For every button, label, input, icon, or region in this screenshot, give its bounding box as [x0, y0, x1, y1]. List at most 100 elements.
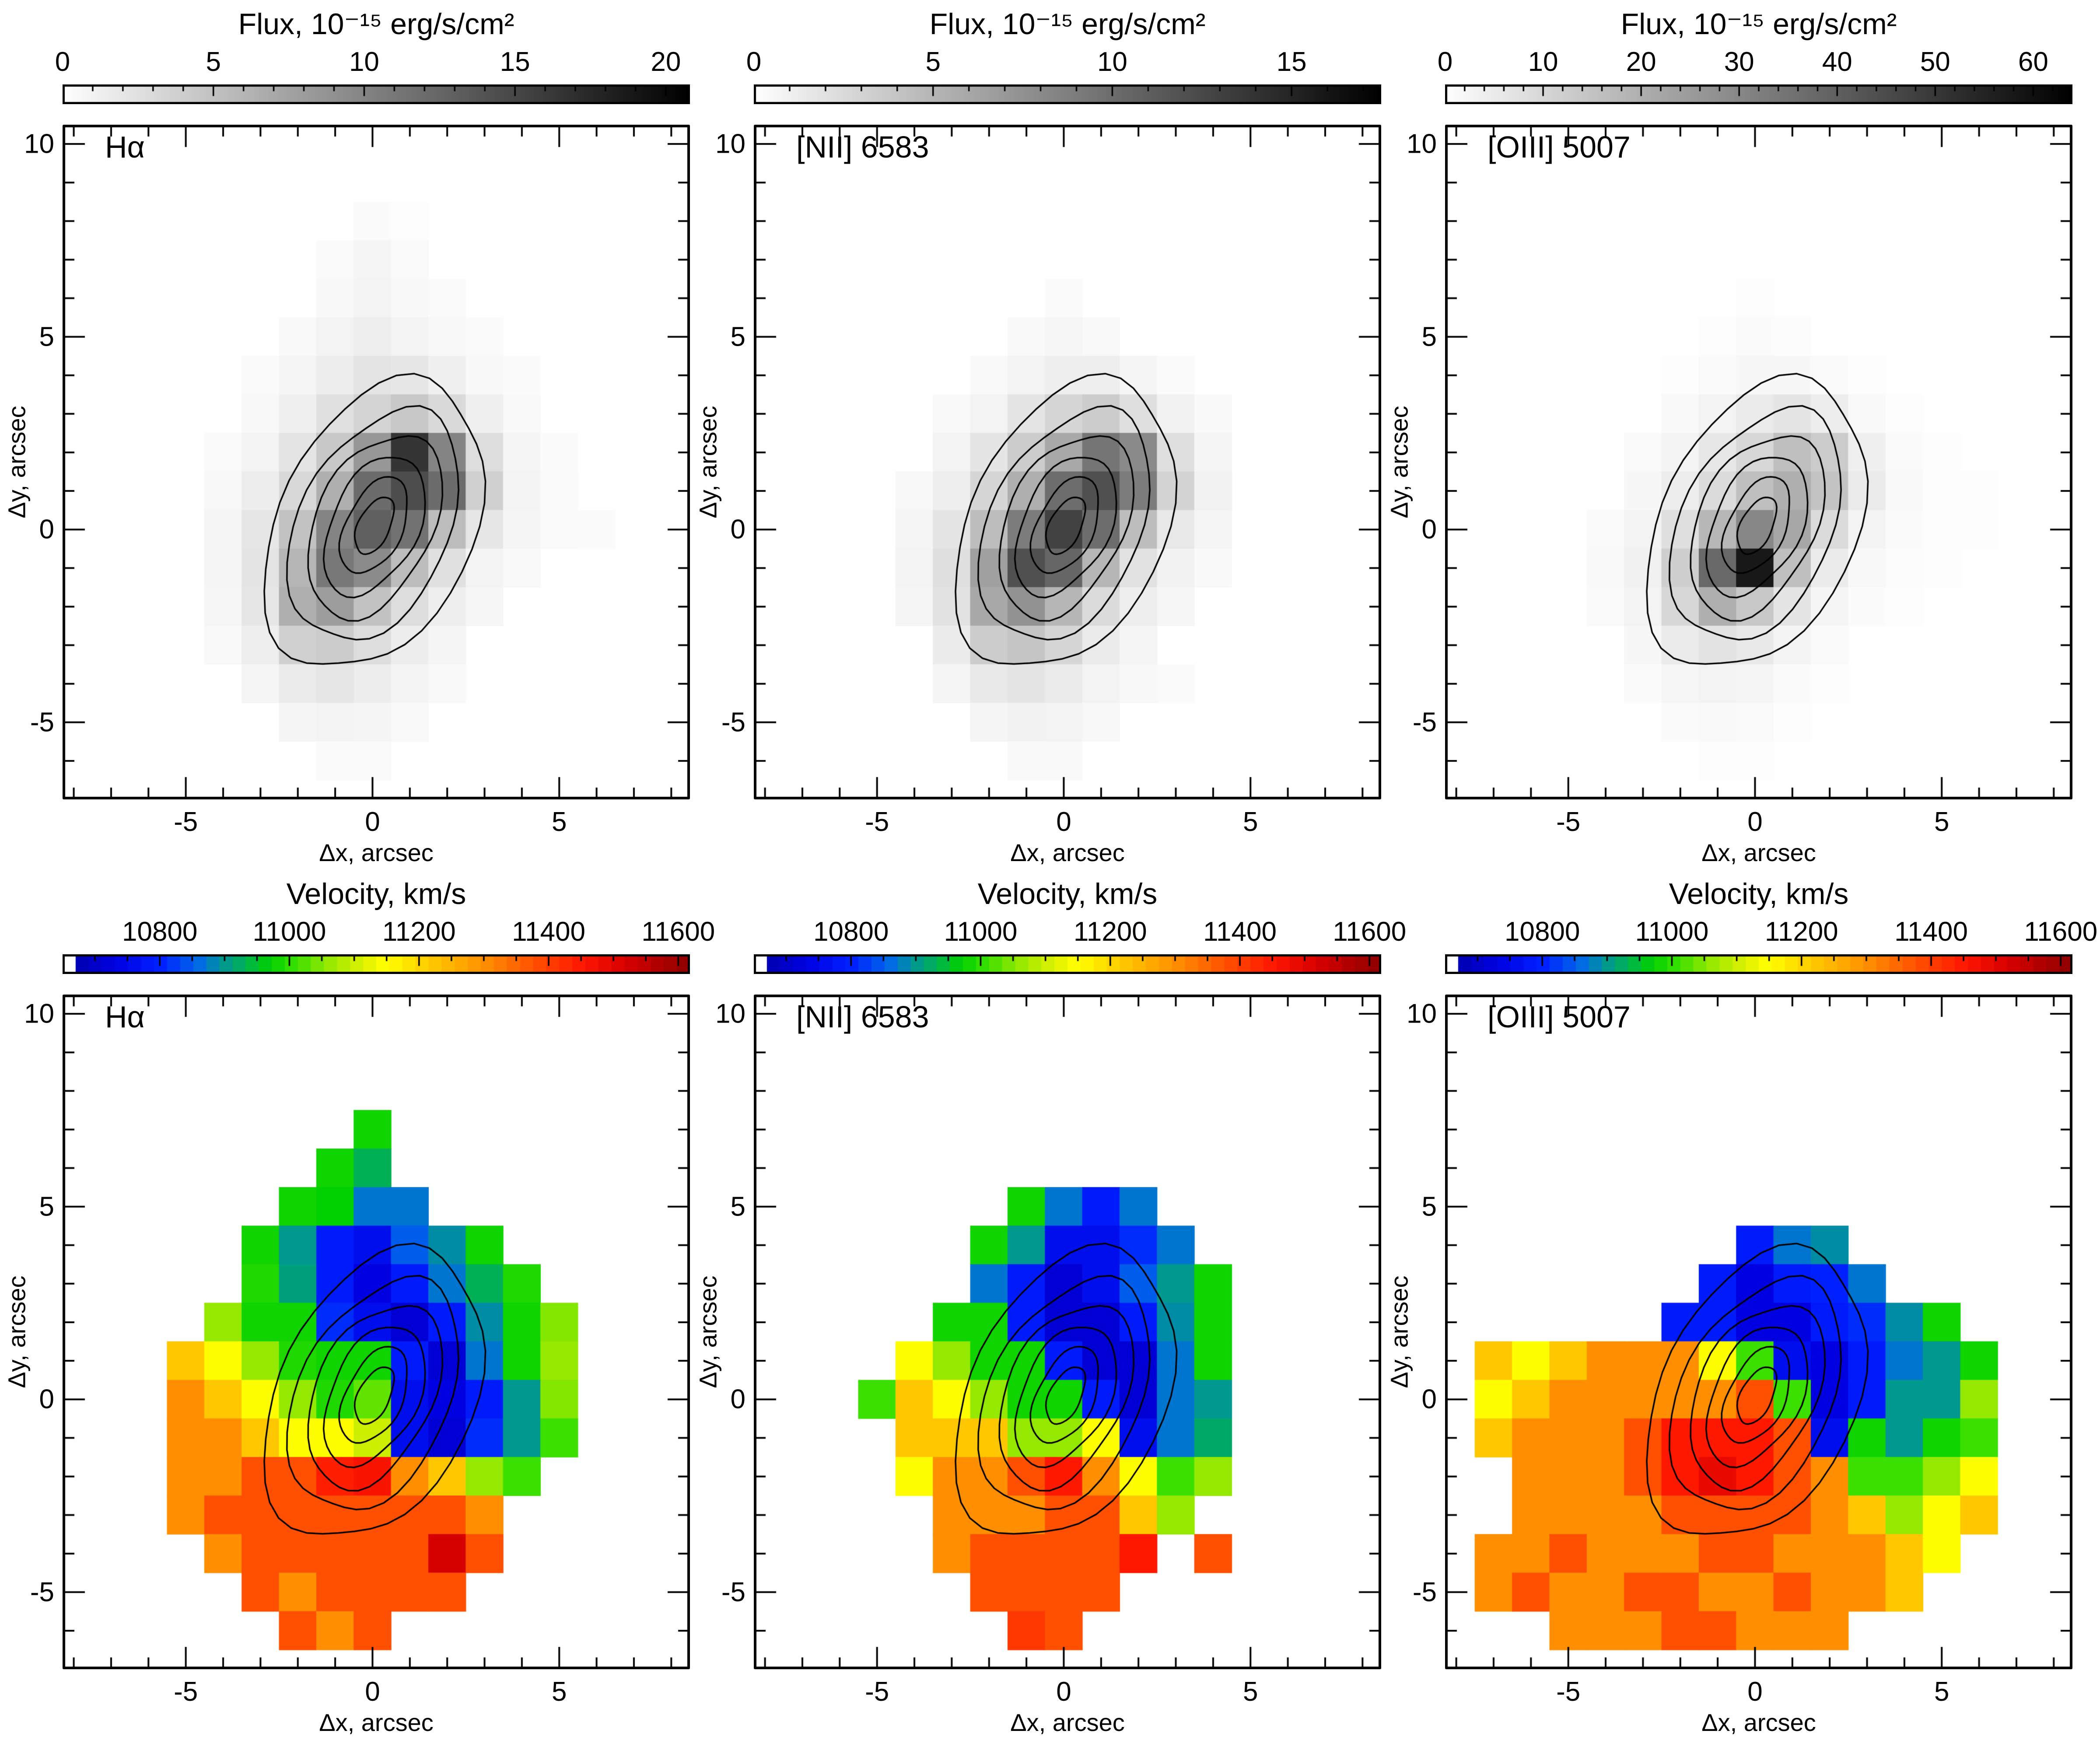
tick-label: 11200 [382, 917, 456, 947]
tick-label: 5 [730, 322, 746, 352]
tick-label: 50 [1920, 47, 1950, 77]
tick-label: -5 [1556, 1677, 1581, 1707]
tick-label: 0 [365, 807, 380, 837]
tick-label: 10 [349, 47, 379, 77]
tick-label: 0 [1747, 807, 1763, 837]
tick-label: 11600 [641, 917, 715, 947]
colorbar [754, 84, 1381, 104]
tick-label: 10 [1097, 47, 1127, 77]
tick-label: 0 [39, 514, 54, 545]
panel-nii-flux: Flux, 10⁻¹⁵ erg/s/cm² 0 5 10 15 [NII] 6583 … [691, 0, 1409, 871]
flux-map-canvas [754, 125, 1381, 799]
tick-label: 5 [39, 1191, 54, 1222]
tick-label: 10800 [122, 917, 198, 947]
tick-label: 11400 [1203, 917, 1277, 947]
tick-label: -5 [1556, 807, 1581, 837]
colorbar [63, 84, 690, 104]
y-tick-labels: -5 0 5 10 [1382, 125, 1437, 799]
tick-label: -5 [174, 1677, 198, 1707]
tick-label: 10 [715, 998, 746, 1029]
y-tick-labels: -5 0 5 10 [0, 125, 54, 799]
y-axis-label: Δy, arcsec [3, 406, 31, 518]
colorbar [1445, 954, 2072, 974]
tick-label: 11000 [1635, 917, 1709, 947]
tick-label: 11000 [252, 917, 326, 947]
tick-label: 40 [1822, 47, 1852, 77]
tick-label: 5 [925, 47, 941, 77]
tick-label: -5 [174, 807, 198, 837]
tick-label: 20 [1626, 47, 1656, 77]
x-tick-labels: -5 0 5 [1445, 806, 2072, 837]
panel-oiii-velocity: Velocity, km/s 10800 11000 11200 11400 11600… [1382, 870, 2100, 1741]
tick-label: 60 [2018, 47, 2048, 77]
x-axis-label: Δx, arcsec [1010, 1709, 1125, 1736]
tick-label: -5 [865, 807, 889, 837]
x-axis-label: Δx, arcsec [1701, 1709, 1816, 1736]
panel-label: [NII] 6583 [796, 130, 929, 164]
tick-label: 11200 [1073, 917, 1147, 947]
tick-label: 5 [552, 807, 567, 837]
tick-label: 10 [24, 129, 54, 159]
tick-label: -5 [1412, 707, 1437, 738]
panel-label: [OIII] 5007 [1488, 130, 1631, 164]
tick-label: 30 [1724, 47, 1754, 77]
flux-map-canvas [1445, 125, 2072, 799]
tick-label: 11600 [1333, 917, 1407, 947]
tick-label: 5 [1243, 807, 1258, 837]
y-tick-labels: -5 0 5 10 [0, 995, 54, 1669]
x-tick-labels: -5 0 5 [754, 1676, 1381, 1707]
panel-label: Hα [105, 1000, 145, 1034]
y-tick-labels: -5 0 5 10 [1382, 995, 1437, 1669]
y-tick-labels: -5 0 5 10 [691, 125, 746, 799]
x-tick-labels: -5 0 5 [754, 806, 1381, 837]
tick-label: 5 [1421, 1191, 1437, 1222]
tick-label: 20 [651, 47, 681, 77]
tick-label: 0 [730, 1384, 746, 1415]
x-axis-label: Δx, arcsec [1010, 839, 1125, 866]
tick-label: 0 [1421, 1384, 1437, 1415]
tick-label: -5 [721, 707, 746, 738]
tick-label: 0 [39, 1384, 54, 1415]
tick-label: 5 [39, 322, 54, 352]
tick-label: 10 [24, 998, 54, 1029]
y-tick-labels: -5 0 5 10 [691, 995, 746, 1669]
x-tick-labels: -5 0 5 [1445, 1676, 2072, 1707]
tick-label: 5 [206, 47, 221, 77]
tick-label: 0 [730, 514, 746, 545]
velocity-map-canvas [63, 995, 690, 1669]
flux-map-canvas [63, 125, 690, 799]
panel-label: [NII] 6583 [796, 1000, 929, 1034]
tick-label: 0 [1056, 1677, 1071, 1707]
colorbar-tick-labels: 10800 11000 11200 11400 11600 [63, 916, 715, 947]
colorbar-title: Velocity, km/s [977, 877, 1158, 911]
tick-label: 10800 [1504, 917, 1580, 947]
colorbar-title: Flux, 10⁻¹⁵ erg/s/cm² [238, 7, 514, 41]
panel-halpha-velocity: Velocity, km/s 10800 11000 11200 11400 11600… [0, 870, 718, 1741]
tick-label: 5 [1934, 1677, 1950, 1707]
colorbar-title: Velocity, km/s [286, 877, 466, 911]
tick-label: 11600 [2024, 917, 2098, 947]
tick-label: 11400 [512, 917, 585, 947]
colorbar-tick-labels: 10800 11000 11200 11400 11600 [754, 916, 1406, 947]
tick-label: 11400 [1894, 917, 1968, 947]
colorbar-tick-labels: 0 10 20 30 40 50 60 [1438, 46, 2072, 77]
colorbar [63, 954, 690, 974]
colorbar-tick-labels: 10800 11000 11200 11400 11600 [1445, 916, 2097, 947]
tick-label: 0 [1747, 1677, 1763, 1707]
colorbar [754, 954, 1381, 974]
x-axis-label: Δx, arcsec [319, 839, 434, 866]
colorbar-tick-labels: 0 5 10 15 20 [55, 46, 690, 77]
tick-label: 0 [1421, 514, 1437, 545]
tick-label: 11200 [1764, 917, 1838, 947]
panel-halpha-flux: Flux, 10⁻¹⁵ erg/s/cm² 0 5 10 15 20 Hα -5 0 5 -… [0, 0, 718, 871]
velocity-map-canvas [754, 995, 1381, 1669]
colorbar-title: Flux, 10⁻¹⁵ erg/s/cm² [1620, 7, 1897, 41]
panel-label: Hα [105, 130, 145, 164]
tick-label: 5 [552, 1677, 567, 1707]
tick-label: -5 [721, 1577, 746, 1608]
tick-label: -5 [30, 707, 54, 738]
tick-label: 5 [1243, 1677, 1258, 1707]
panel-nii-velocity: Velocity, km/s 10800 11000 11200 11400 11600… [691, 870, 1409, 1741]
tick-label: 0 [1056, 807, 1071, 837]
